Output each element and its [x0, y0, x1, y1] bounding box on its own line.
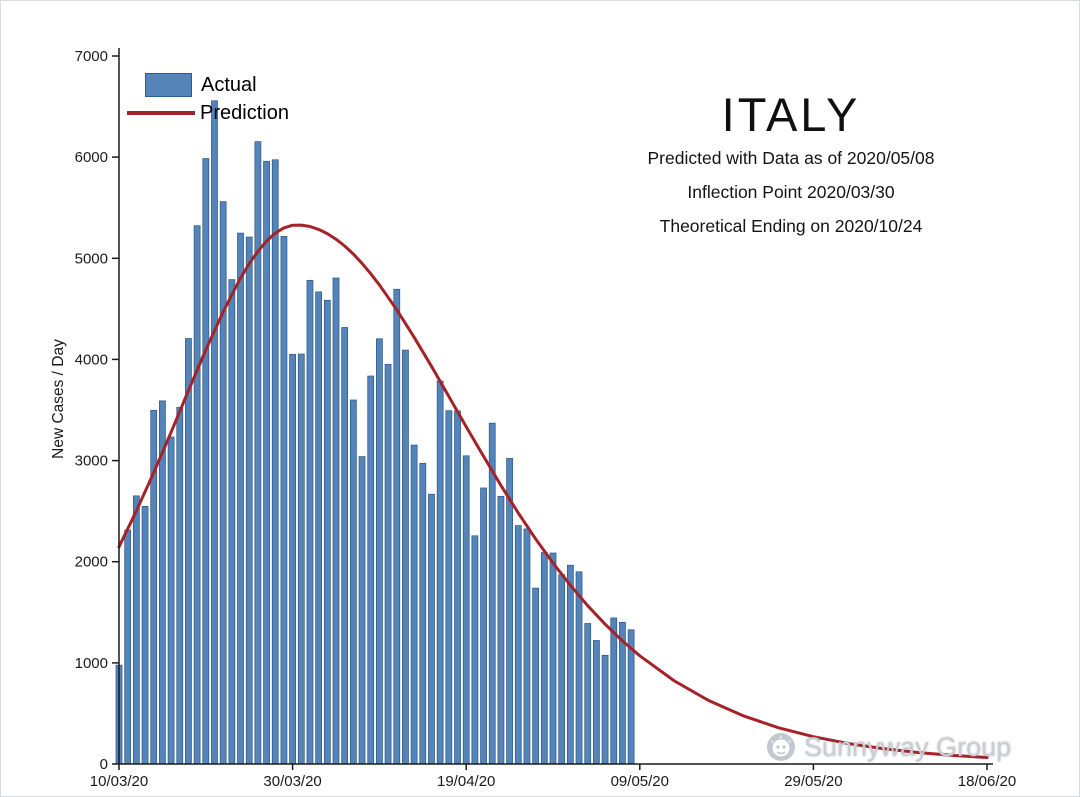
y-tick-label: 5000	[75, 250, 108, 267]
y-tick-label: 7000	[75, 48, 108, 65]
legend-prediction-label: Prediction	[200, 101, 289, 124]
actual-bar	[150, 409, 158, 765]
y-tick-label: 6000	[75, 149, 108, 166]
actual-bar	[315, 291, 323, 765]
legend-actual-swatch	[145, 73, 192, 97]
actual-bar	[445, 410, 453, 765]
actual-bar	[558, 574, 566, 765]
actual-bar	[367, 375, 375, 765]
axes-group	[118, 48, 993, 765]
chart-subtitle-1: Predicted with Data as of 2020/05/08	[647, 148, 935, 168]
actual-bar	[306, 279, 314, 765]
actual-bar	[454, 410, 461, 765]
actual-bar	[410, 444, 418, 765]
y-axis-title: New Cases / Day	[50, 339, 67, 459]
prediction-curve-group	[117, 223, 989, 759]
actual-bar	[271, 159, 279, 765]
x-tick-label: 09/05/20	[611, 773, 669, 790]
actual-bar	[593, 640, 600, 765]
legend-item-prediction: Prediction	[127, 99, 289, 127]
legend-item-actual: Actual	[127, 71, 289, 99]
actual-bar	[211, 100, 218, 765]
actual-bar	[219, 201, 227, 765]
sunnyway-logo-icon	[767, 733, 795, 761]
actual-bar	[601, 654, 609, 765]
actual-bar	[584, 623, 592, 765]
actual-bar	[341, 327, 349, 765]
actual-bar	[193, 225, 201, 765]
actual-bar	[124, 529, 132, 765]
y-tick-label: 3000	[75, 453, 108, 470]
legend-prediction-swatch	[127, 111, 195, 115]
actual-bar	[289, 353, 296, 765]
actual-bar	[462, 455, 470, 765]
legend: Actual Prediction	[127, 71, 289, 127]
actual-bar	[323, 299, 331, 765]
actual-bar	[280, 235, 288, 765]
x-tick-label: 19/04/20	[437, 773, 495, 790]
actual-bar	[436, 380, 444, 765]
actual-bar	[549, 552, 557, 765]
actual-bar	[228, 279, 236, 765]
actual-bar	[263, 160, 270, 765]
actual-bar	[349, 399, 357, 765]
actual-bar	[480, 487, 487, 765]
x-tick-label: 10/03/20	[90, 773, 148, 790]
actual-bar	[332, 277, 340, 765]
actual-bar	[141, 506, 149, 765]
actual-bars-group	[115, 100, 635, 765]
actual-bar	[471, 535, 479, 765]
actual-bar	[419, 463, 427, 765]
y-tick-label: 0	[100, 756, 108, 773]
actual-bar	[393, 288, 401, 765]
actual-bar	[575, 571, 583, 765]
actual-bar	[167, 436, 175, 765]
x-tick-label: 29/05/20	[784, 773, 842, 790]
watermark: Sunnyway Group	[765, 731, 1011, 763]
actual-bar	[384, 364, 392, 765]
chart-subtitle-3: Theoretical Ending on 2020/10/24	[659, 216, 923, 236]
y-tick-label: 4000	[75, 351, 108, 368]
actual-bar	[540, 552, 548, 765]
actual-bar	[132, 495, 140, 765]
actual-bar	[523, 528, 531, 765]
actual-bar	[358, 456, 366, 765]
actual-bar	[402, 349, 409, 765]
chart-title: ITALY	[721, 88, 861, 141]
actual-bar	[497, 496, 505, 765]
actual-bar	[376, 338, 383, 765]
y-tick-label: 2000	[75, 554, 108, 571]
x-tick-label: 30/03/20	[263, 773, 321, 790]
chart-subtitle-2: Inflection Point 2020/03/30	[687, 182, 895, 202]
actual-bar	[297, 353, 305, 765]
actual-bar	[610, 617, 618, 765]
prediction-curve	[117, 223, 989, 759]
actual-bar	[202, 158, 210, 765]
actual-bar	[532, 587, 540, 765]
title-block: ITALY Predicted with Data as of 2020/05/…	[536, 89, 1046, 243]
actual-bar	[566, 564, 574, 765]
actual-bar	[254, 141, 262, 765]
actual-bar	[514, 525, 522, 765]
watermark-text: Sunnyway Group	[804, 731, 1012, 762]
actual-bar	[237, 232, 244, 765]
actual-bar	[176, 406, 184, 765]
actual-bar	[428, 493, 435, 765]
legend-actual-label: Actual	[201, 73, 257, 96]
tick-labels-group: 0 1000 2000 3000 4000 5000 6000 7000 10/03/20 30/…	[75, 48, 1017, 790]
y-tick-label: 1000	[75, 655, 108, 672]
actual-bar	[185, 338, 192, 765]
actual-bar	[245, 236, 253, 765]
x-tick-label: 18/06/20	[958, 773, 1016, 790]
